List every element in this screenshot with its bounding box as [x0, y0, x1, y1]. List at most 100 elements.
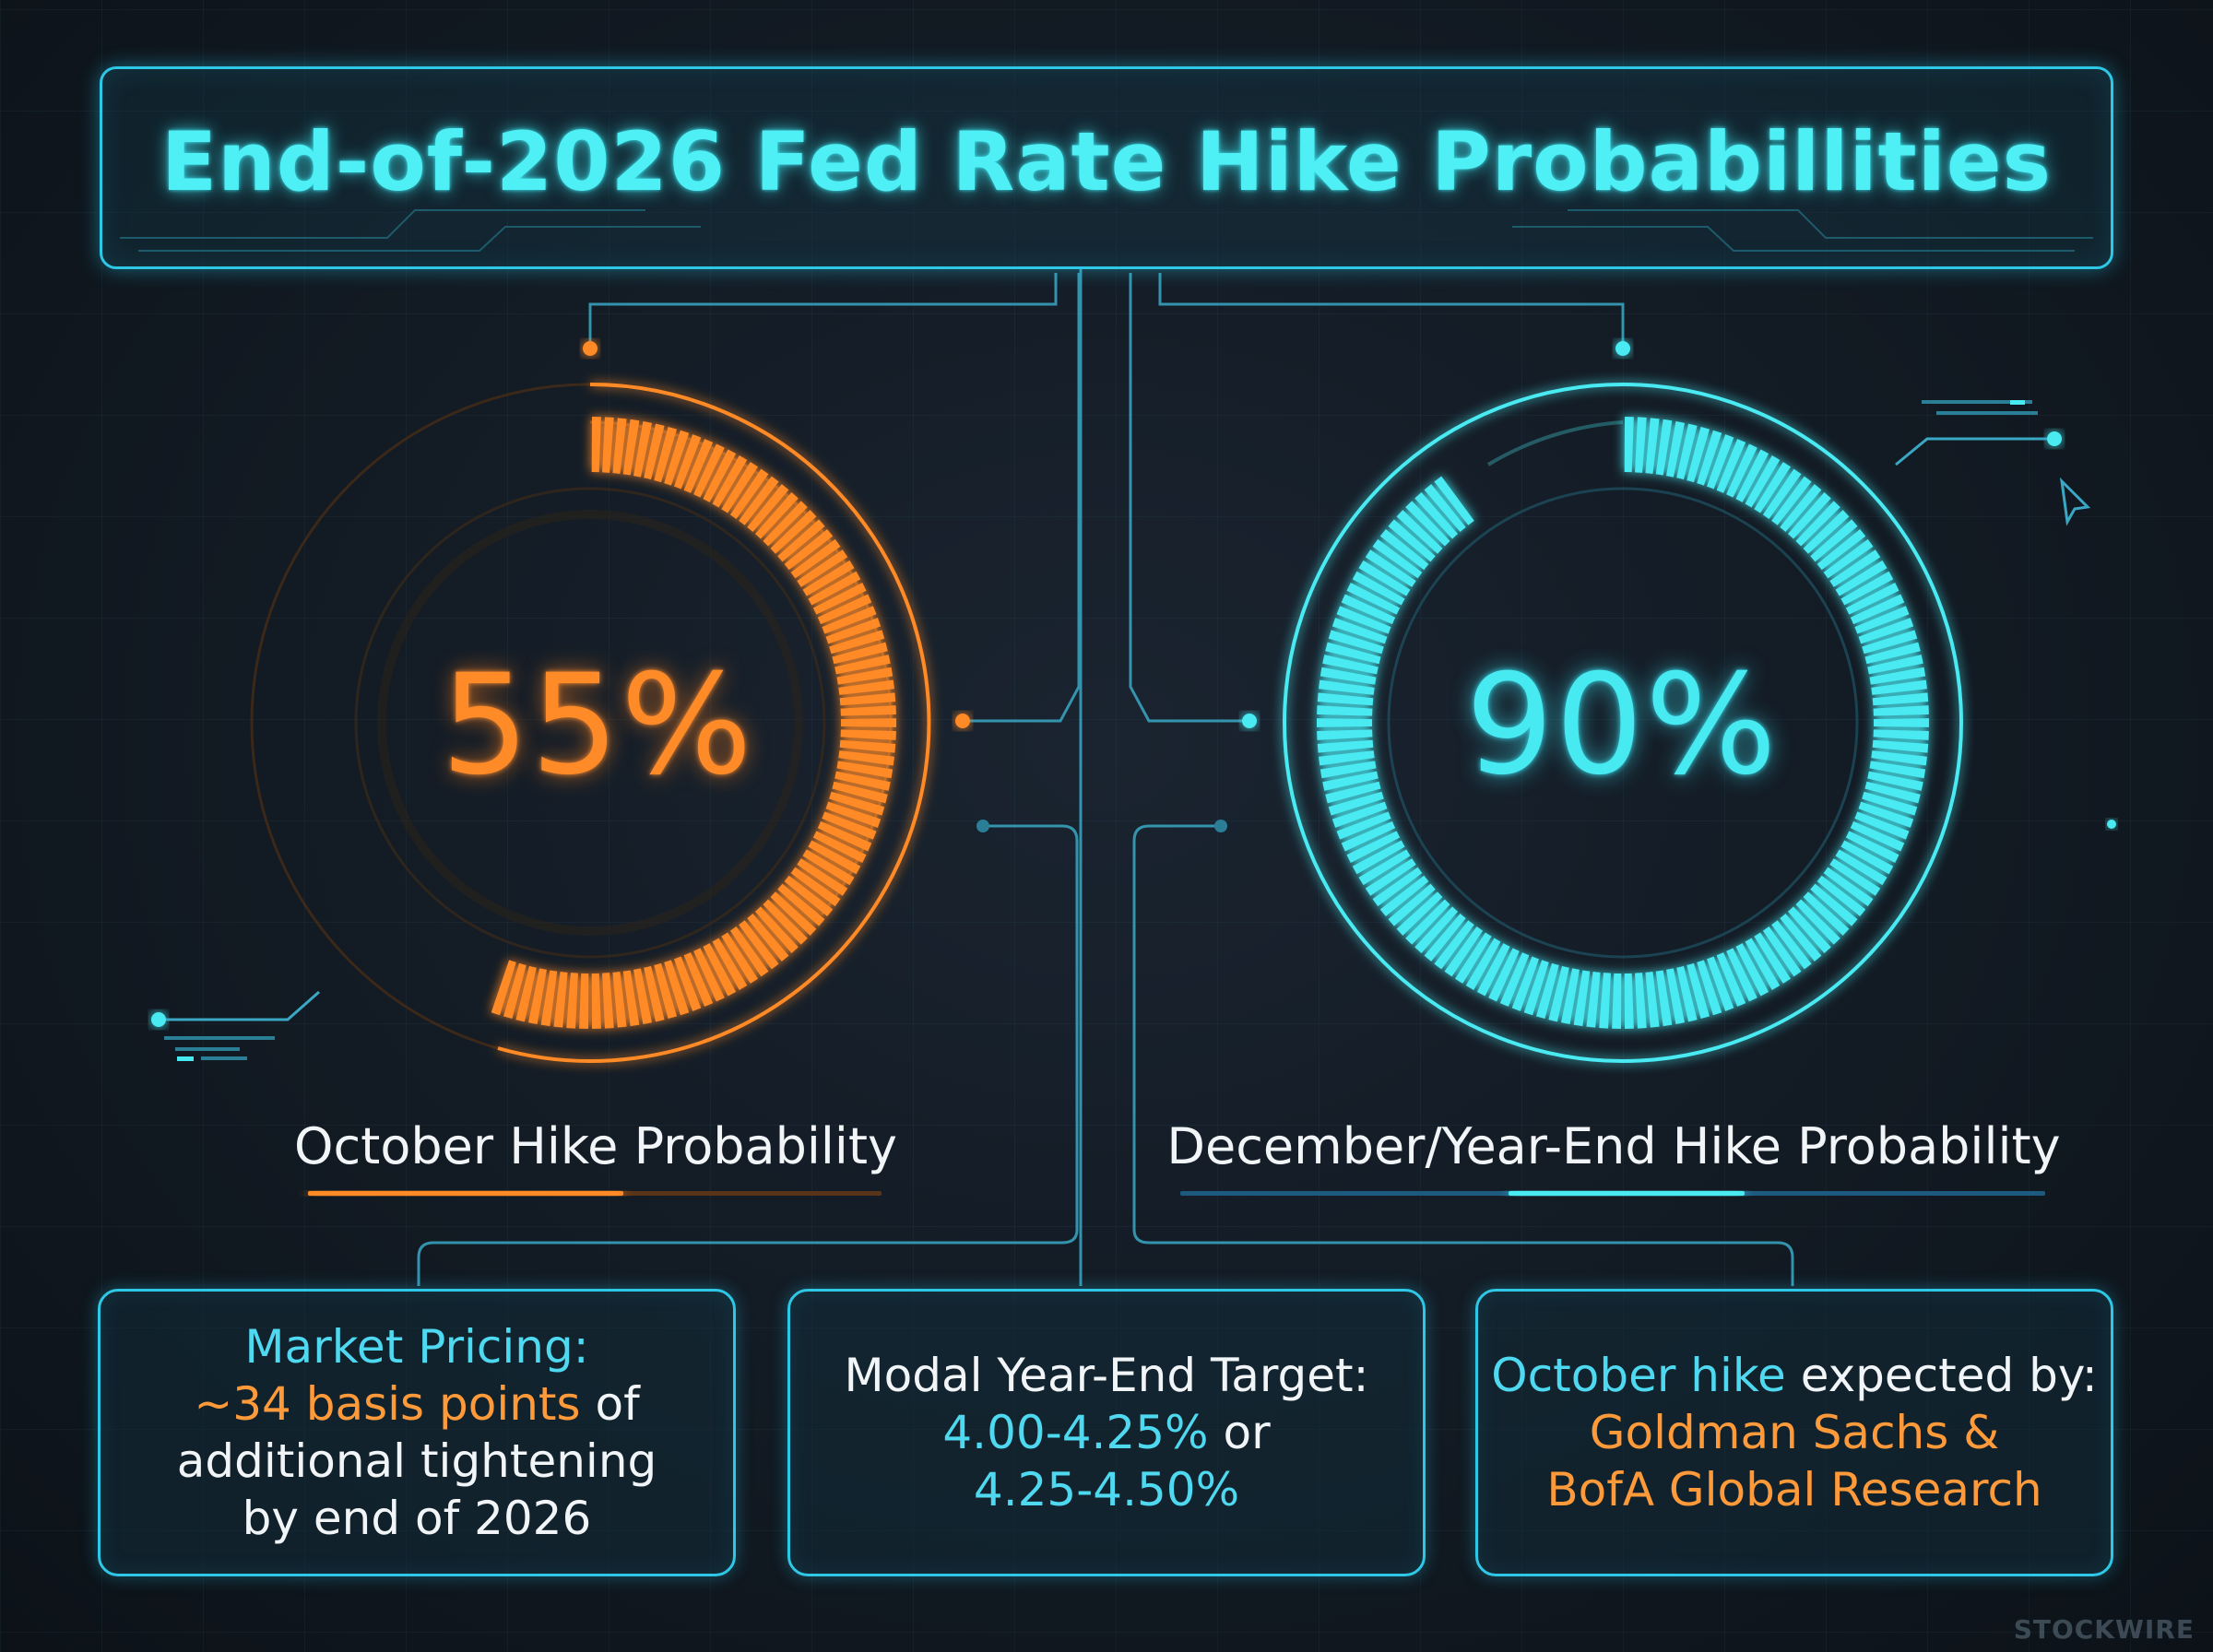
december-gauge-segment: [1388, 883, 1436, 926]
october-gauge-segment: [808, 571, 861, 606]
december-gauge-segment: [1676, 423, 1698, 480]
december-gauge-segment: [1686, 426, 1710, 483]
december-gauge: [1283, 383, 1963, 1063]
december-gauge-segment: [1840, 571, 1894, 606]
october-gauge-segment: [829, 630, 885, 655]
december-gauge-segment: [1858, 618, 1914, 644]
october-gauge-segment: [777, 883, 825, 926]
december-gauge-segment: [1835, 560, 1888, 596]
december-gauge-segment: [1862, 791, 1918, 816]
december-gauge-segment: [1573, 970, 1591, 1027]
december-gauge-segment: [1867, 771, 1923, 791]
december-gauge-segment: [1762, 468, 1802, 519]
october-gauge-segment: [838, 750, 894, 766]
card-highlight: October hike: [1491, 1349, 1786, 1402]
card-text: or: [1208, 1406, 1271, 1459]
card-line: 4.00-4.25% or: [942, 1404, 1270, 1461]
december-gauge-segment: [1624, 417, 1634, 473]
december-gauge-segment: [1845, 831, 1899, 864]
october-gauge-segment: [770, 510, 817, 554]
december-gauge-segment: [1697, 960, 1722, 1016]
december-gauge-segment: [1745, 938, 1781, 990]
october-gauge-segment: [612, 418, 627, 474]
december-gauge-segment: [1871, 750, 1927, 766]
december-gauge-segment: [1379, 528, 1429, 571]
october-gauge-segment: [591, 417, 601, 473]
december-gauge-segment: [1317, 739, 1374, 753]
october-gauge-segment: [784, 528, 834, 571]
october-gauge-segment: [832, 781, 888, 804]
december-gauge-segment: [1476, 943, 1510, 997]
december-gauge-segment: [1365, 858, 1416, 896]
card-text: expected by:: [1785, 1349, 2098, 1402]
right-connector-dot: [1214, 820, 1227, 832]
card-text: of: [580, 1377, 640, 1431]
december-gauge-segment: [1341, 820, 1396, 852]
card-heading: October hike expected by:: [1491, 1347, 2097, 1404]
december-gauge-segment: [1511, 956, 1539, 1011]
connector-lines: [417, 269, 1794, 1286]
december-gauge-segment: [1346, 831, 1401, 864]
october-gauge-segment: [553, 972, 568, 1028]
december-gauge-segment: [1810, 519, 1858, 562]
december-gauge-segment: [1697, 430, 1722, 486]
card-line: Goldman Sachs &: [1589, 1406, 2000, 1459]
december-gauge-segment: [1372, 867, 1423, 907]
december-gauge-segment: [1352, 571, 1405, 606]
december-gauge-segment: [1795, 501, 1840, 547]
december-gauge-segment: [1803, 891, 1850, 936]
december-gauge-outer-ring: [1283, 383, 1963, 1063]
december-gauge-segment: [1686, 962, 1710, 1020]
december-gauge-segment: [1317, 692, 1374, 706]
october-gauge-segment: [664, 430, 690, 486]
december-gauge-segment: [1858, 801, 1914, 828]
december-gauge-segment: [1872, 739, 1929, 753]
december-gauge-segment: [1795, 899, 1840, 945]
december-gauge-inner-track: [1486, 420, 1624, 466]
december-gauge-segment: [1331, 618, 1388, 644]
december-gauge-segment: [1872, 692, 1929, 706]
december-gauge-segment: [1845, 582, 1899, 615]
october-gauge-segment: [777, 519, 825, 562]
december-gauge-segment: [1317, 729, 1373, 740]
october-gauge-segment: [633, 968, 653, 1025]
december-gauge-segment: [1655, 970, 1673, 1027]
december-gauge-segment: [1358, 560, 1411, 596]
october-gauge-segment: [838, 679, 894, 695]
december-gauge-segment: [1320, 667, 1377, 685]
december-gauge-segment: [1716, 439, 1746, 493]
december-gauge-segment: [1780, 913, 1822, 962]
dec-connector-dot: [1615, 341, 1630, 356]
december-gauge-segment: [1840, 840, 1894, 875]
october-gauge-segment: [829, 791, 885, 816]
card-line: ~34 basis points of: [194, 1375, 639, 1433]
december-gauge-segment: [1745, 455, 1781, 508]
december-gauge-segment: [1716, 952, 1746, 1007]
october-gauge-segment: [664, 960, 690, 1016]
october-gauge-label: October Hike Probability: [293, 1117, 898, 1175]
october-gauge: [250, 383, 931, 1063]
december-gauge-segment: [1612, 973, 1622, 1029]
december-gauge-segment: [1405, 899, 1450, 945]
december-gauge-segment: [1873, 718, 1929, 727]
december-gauge-segment: [1771, 476, 1812, 525]
december-gauge-segment: [1854, 811, 1910, 840]
october-gauge-segment: [602, 973, 614, 1029]
october-gauge-segment: [591, 973, 601, 1029]
december-gauge-segment: [1320, 761, 1377, 779]
october-gauge-segment: [797, 858, 848, 896]
december-gauge-segment: [1319, 750, 1375, 766]
december-gauge-segment: [1396, 510, 1443, 554]
dec-side-dot: [1242, 714, 1257, 728]
october-gauge-segment: [834, 771, 891, 791]
december-gauge-segment: [1372, 538, 1423, 579]
december-gauge-segment: [1325, 642, 1381, 665]
october-gauge-segment: [747, 913, 789, 962]
october-gauge-outer-ring: [497, 383, 931, 1063]
december-gauge-segment: [1405, 501, 1450, 547]
december-gauge-segment: [1645, 972, 1660, 1028]
october-gauge-segment: [825, 618, 882, 644]
october-label-bar: [308, 1191, 882, 1196]
october-percentage: 55%: [441, 645, 754, 806]
october-gauge-segment: [579, 973, 589, 1029]
